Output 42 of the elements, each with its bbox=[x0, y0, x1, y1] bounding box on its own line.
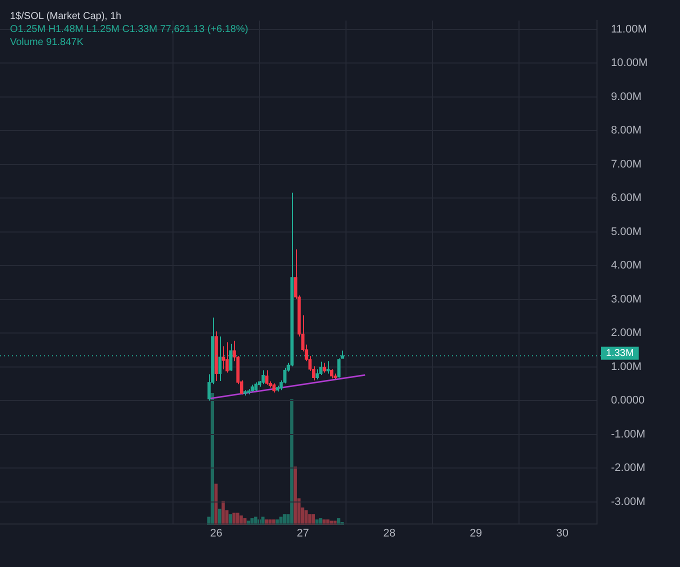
ref-line-label: 1.33M bbox=[606, 348, 634, 359]
bar bbox=[254, 516, 258, 525]
x-tick-label: 26 bbox=[210, 527, 222, 540]
y-tick-label: 10.00M bbox=[611, 57, 648, 70]
x-tick-label: 29 bbox=[470, 527, 482, 540]
y-tick-label: 6.00M bbox=[611, 192, 642, 204]
annotation: O1.25M H1.48M L1.25M C1.33M 77,621.13 (+6.18%) bbox=[10, 23, 248, 36]
y-tick-label: 2.00M bbox=[611, 327, 642, 340]
y-tick-label: 8.00M bbox=[611, 124, 642, 137]
y-tick-label: -1.00M bbox=[611, 428, 646, 440]
y-tick-label: 11.00M bbox=[611, 23, 647, 36]
y-tick-label: 9.00M bbox=[611, 90, 642, 103]
x-tick-label: 27 bbox=[296, 527, 309, 540]
candlestick bbox=[319, 361, 322, 376]
candlestick bbox=[330, 368, 334, 379]
bar bbox=[312, 514, 315, 525]
y-tick-label: 1.00M bbox=[611, 360, 642, 373]
bar bbox=[294, 466, 297, 525]
candlestick bbox=[225, 342, 229, 374]
bar bbox=[290, 399, 294, 525]
y-tick-label: -2.00M bbox=[611, 462, 646, 474]
bar bbox=[222, 500, 225, 525]
y-tick-label: 5.00M bbox=[611, 226, 642, 238]
candlestick bbox=[316, 368, 319, 380]
candlestick bbox=[265, 370, 268, 386]
candlestick bbox=[262, 370, 265, 385]
y-tick-label: 7.00M bbox=[611, 158, 642, 170]
candlestick bbox=[337, 358, 341, 378]
bar bbox=[308, 514, 312, 525]
y-tick-label: -3.00M bbox=[611, 496, 646, 508]
y-tick-label: 0.0000 bbox=[611, 394, 645, 407]
bar bbox=[243, 518, 246, 525]
candlestick bbox=[222, 346, 226, 370]
y-tick-label: 3.00M bbox=[611, 293, 642, 306]
x-tick-label: 28 bbox=[383, 527, 396, 540]
bar bbox=[236, 512, 240, 525]
bar bbox=[240, 515, 243, 525]
x-tick-label: 30 bbox=[556, 527, 569, 540]
bar bbox=[304, 510, 308, 525]
annotation: Volume 91.847K bbox=[10, 36, 84, 49]
chart-title: 1$/SOL (Market Cap), 1h bbox=[10, 10, 122, 23]
y-tick-label: 4.00M bbox=[611, 260, 642, 272]
